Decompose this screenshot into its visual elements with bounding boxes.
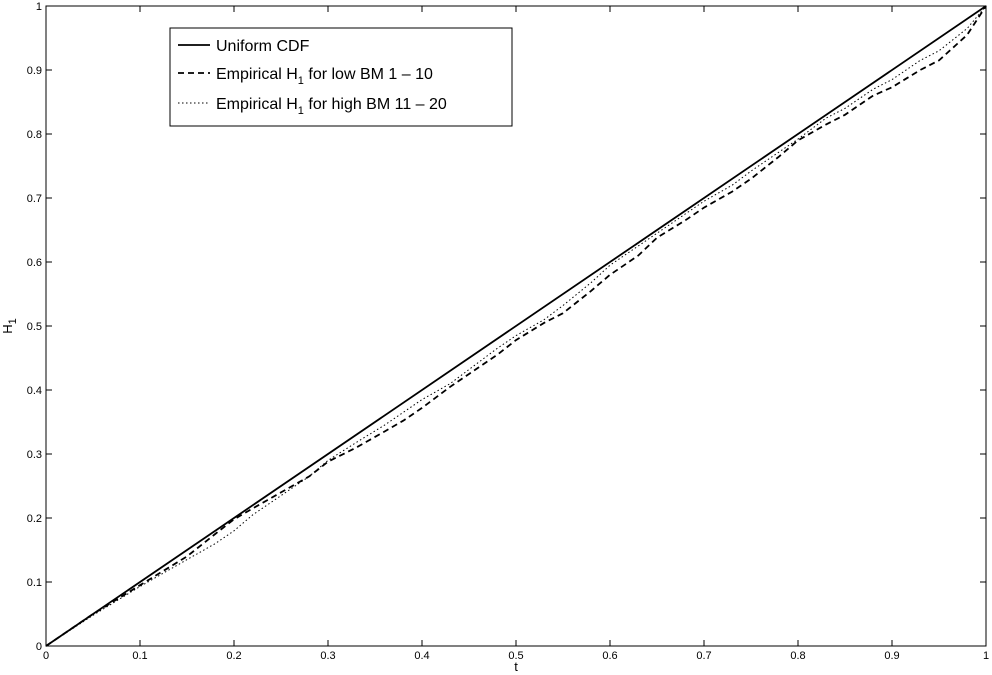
x-tick-label: 0.4: [414, 650, 429, 662]
y-tick-label: 0.1: [27, 577, 42, 589]
series-line-3: [45, 5, 987, 647]
x-tick-label: 0.9: [884, 650, 899, 662]
x-tick-label: 0: [43, 650, 49, 662]
y-tick-label: 0.9: [27, 65, 42, 77]
y-tick-label: 0.3: [27, 449, 42, 461]
x-tick-label: 0.5: [508, 650, 523, 662]
x-tick-label: 0.7: [696, 650, 711, 662]
series-layer: [45, 5, 987, 647]
x-tick-label: 0.6: [602, 650, 617, 662]
series-line-1: [45, 5, 987, 647]
x-tick-label: 0.1: [132, 650, 147, 662]
x-tick-label: 0.2: [226, 650, 241, 662]
x-axis-label: t: [514, 659, 518, 674]
y-axis-label-sub: 1: [7, 318, 19, 324]
series-line-2: [45, 5, 987, 647]
legend: Uniform CDF Empirical H1 for low BM 1 – 1…: [169, 27, 513, 127]
y-tick-label: 0.2: [27, 513, 42, 525]
legend-label-3: Empirical H1 for high BM 11 – 20: [216, 96, 447, 117]
y-tick-label: 0.4: [27, 385, 42, 397]
y-tick-label: 1: [36, 1, 42, 13]
y-tick-label: 0.7: [27, 193, 42, 205]
y-axis-label: H1: [0, 318, 19, 334]
y-tick-label: 0: [36, 641, 42, 653]
y-tick-label: 0.5: [27, 321, 42, 333]
x-tick-label: 0.8: [790, 650, 805, 662]
x-tick-label: 0.3: [320, 650, 335, 662]
y-tick-label: 0.8: [27, 129, 42, 141]
x-axis: 0 0.1 0.2 0.3 0.4 0.5 0.6 0.7 0.8 0.9 1: [43, 6, 989, 662]
legend-label-1: Uniform CDF: [216, 38, 310, 55]
legend-label-2: Empirical H1 for low BM 1 – 10: [216, 66, 433, 87]
y-tick-label: 0.6: [27, 257, 42, 269]
y-axis-label-main: H: [0, 324, 15, 333]
legend-box: [169, 27, 513, 127]
y-axis: 0 0.1 0.2 0.3 0.4 0.5 0.6 0.7 0.8 0.9 1: [27, 1, 986, 653]
x-tick-label: 1: [983, 650, 989, 662]
